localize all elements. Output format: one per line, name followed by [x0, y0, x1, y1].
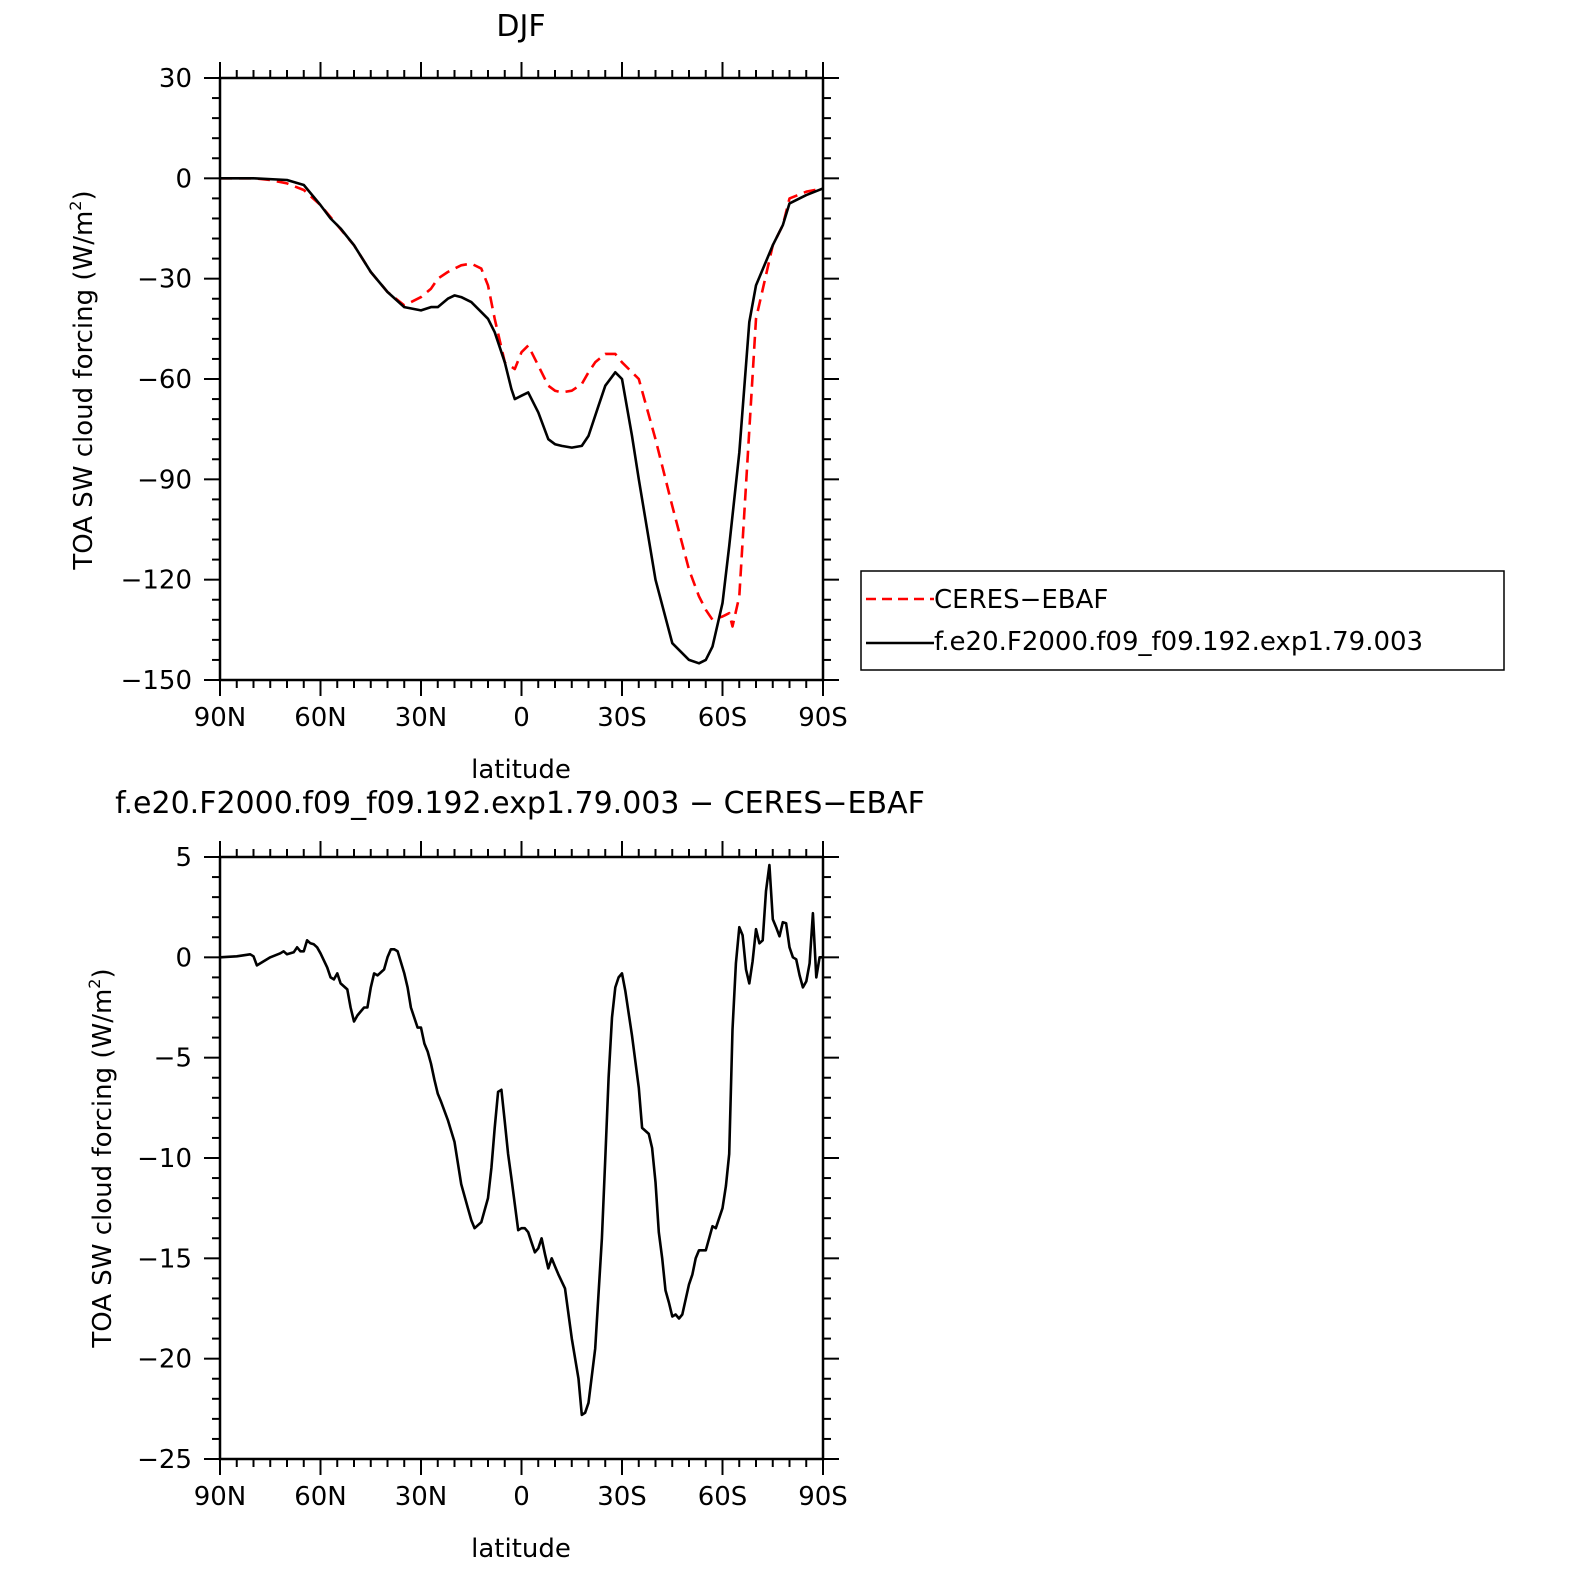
djf-y-tick-label: −30 [137, 265, 192, 295]
difference-x-axis-label: latitude [471, 1534, 571, 1564]
difference-y-tick-label: −25 [137, 1445, 192, 1475]
difference-x-tick-label: 30S [597, 1482, 647, 1512]
djf-y-tick-label: −90 [137, 465, 192, 495]
legend: CERES−EBAF f.e20.F2000.f09_f09.192.exp1.… [860, 570, 1505, 671]
djf-ticks: 90N 60N 30N 0 30S 60S 90S 30 0 −30 −60 −90 −120 −150 [121, 62, 848, 733]
difference-panel: f.e20.F2000.f09_f09.192.exp1.79.003 − CE… [85, 786, 925, 1564]
difference-y-axis-label: TOA SW cloud forcing (W/m2) [85, 968, 118, 1348]
difference-y-tick-label: 0 [175, 943, 192, 973]
djf-x-tick-label: 30S [597, 703, 647, 733]
difference-y-tick-label: 5 [175, 843, 192, 873]
djf-x-tick-label: 90S [798, 703, 848, 733]
difference-y-tick-label: −15 [137, 1244, 192, 1274]
difference-x-tick-label: 60N [294, 1482, 347, 1512]
djf-y-axis-label: TOA SW cloud forcing (W/m2) [66, 190, 99, 570]
difference-series [219, 863, 823, 1417]
difference-plot-frame [218, 855, 825, 1461]
legend-label-ceres: CERES−EBAF [934, 585, 1108, 615]
difference-x-tick-label: 60S [698, 1482, 748, 1512]
difference-x-tick-label: 90S [798, 1482, 848, 1512]
djf-plot-frame [218, 76, 825, 682]
djf-y-tick-label: −150 [121, 666, 192, 696]
legend-label-model: f.e20.F2000.f09_f09.192.exp1.79.003 [934, 627, 1423, 657]
difference-y-tick-label: −20 [137, 1345, 192, 1375]
djf-x-tick-label: 30N [395, 703, 448, 733]
djf-x-tick-label: 60N [294, 703, 347, 733]
djf-series-line-1 [220, 177, 824, 628]
legend-box [860, 570, 1505, 671]
difference-y-tick-label: −10 [137, 1144, 192, 1174]
difference-title: f.e20.F2000.f09_f09.192.exp1.79.003 − CE… [115, 786, 925, 821]
djf-y-tick-label: −60 [137, 365, 192, 395]
djf-y-tick-label: −120 [121, 566, 192, 596]
djf-x-tick-label: 60S [698, 703, 748, 733]
djf-x-axis-label: latitude [471, 755, 571, 785]
djf-x-tick-label: 0 [513, 703, 530, 733]
difference-x-tick-label: 30N [395, 1482, 448, 1512]
difference-ticks: 90N 60N 30N 0 30S 60S 90S 5 0 −5 −10 −15 −20 −25 [137, 841, 848, 1512]
djf-y-tick-label: 0 [175, 164, 192, 194]
djf-panel: DJF 90N 60N 30N 0 30S 60S 90S 30 0 −30 −60 −90 −120 −… [66, 9, 1505, 785]
djf-title: DJF [496, 9, 545, 44]
difference-x-tick-label: 90N [194, 1482, 247, 1512]
djf-series [220, 177, 824, 665]
difference-x-tick-label: 0 [513, 1482, 530, 1512]
difference-series-line-1 [219, 863, 823, 1417]
djf-series-line-2 [220, 177, 824, 665]
difference-y-tick-label: −5 [154, 1044, 192, 1074]
djf-y-tick-label: 30 [159, 64, 192, 94]
djf-x-tick-label: 90N [194, 703, 247, 733]
